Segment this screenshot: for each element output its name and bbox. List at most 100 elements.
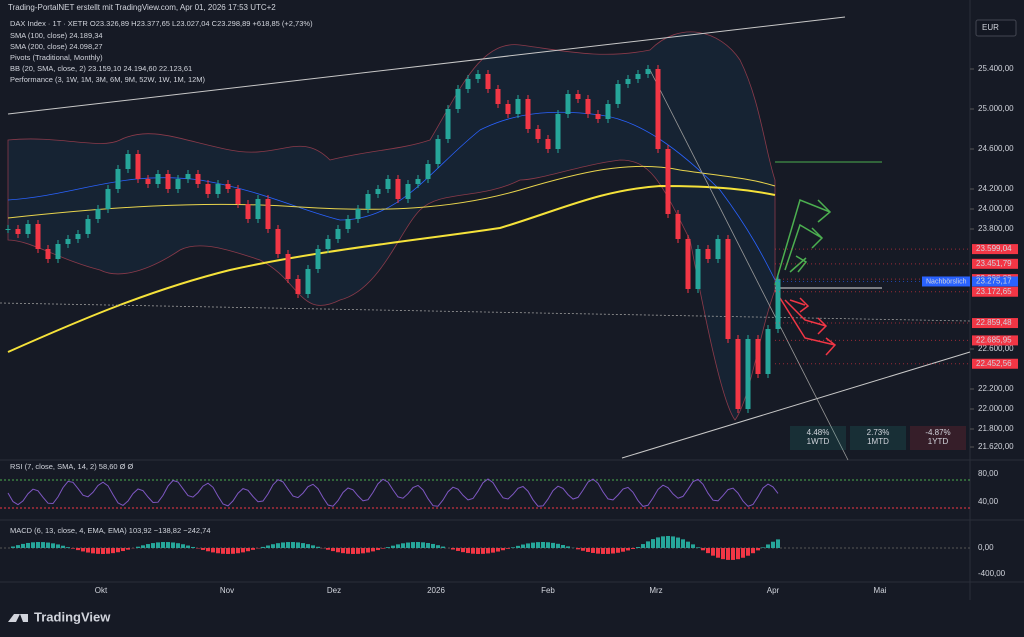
macd-bar xyxy=(176,543,180,548)
level-line xyxy=(0,302,971,322)
candle xyxy=(565,94,571,114)
macd-bar xyxy=(266,545,270,548)
candle xyxy=(665,149,671,214)
macd-bar xyxy=(351,548,355,554)
x-tick-label: Apr xyxy=(767,586,780,595)
legend-line: BB (20, SMA, close, 2) 23.159,10 24.194,… xyxy=(10,64,192,73)
y-tick-label: 22.000,00 xyxy=(978,404,1014,413)
price-tag xyxy=(972,244,1018,255)
candle xyxy=(215,184,221,194)
macd-bar xyxy=(221,548,225,554)
trend-line xyxy=(621,351,971,459)
candle xyxy=(375,189,381,194)
price-tag xyxy=(972,276,1018,287)
candle xyxy=(465,79,471,89)
y-tick-label: 25.000,00 xyxy=(978,104,1014,113)
macd-bar xyxy=(556,543,560,548)
logo-icon xyxy=(8,614,28,622)
candle xyxy=(515,99,521,114)
macd-bar xyxy=(81,548,85,552)
macd-bar xyxy=(406,542,410,548)
macd-bar xyxy=(686,541,690,548)
candle xyxy=(615,84,621,104)
macd-bar xyxy=(21,543,25,548)
macd-bar xyxy=(566,546,570,548)
macd-bar xyxy=(356,548,360,554)
candle xyxy=(85,219,91,234)
candle xyxy=(235,189,241,204)
candle xyxy=(115,169,121,189)
macd-bar xyxy=(716,548,720,558)
currency-box[interactable] xyxy=(975,19,1017,37)
candle xyxy=(735,339,741,409)
macd-bar xyxy=(201,548,205,550)
macd-bar xyxy=(531,542,535,548)
brand: TradingView xyxy=(34,609,111,624)
x-tick-label: Mrz xyxy=(649,586,662,595)
candle xyxy=(545,139,551,149)
macd-bar xyxy=(16,545,20,548)
macd-bar xyxy=(621,548,625,552)
candle xyxy=(145,179,151,184)
macd-bar xyxy=(246,548,250,552)
macd-bar xyxy=(71,548,75,549)
price-tag-label: 22.685,95 xyxy=(976,336,1012,345)
macd-bar xyxy=(226,548,230,554)
performance-box xyxy=(850,426,906,450)
macd-bar xyxy=(271,544,275,548)
candle xyxy=(275,229,281,254)
macd-bar xyxy=(481,548,485,554)
macd-bar xyxy=(661,536,665,548)
candle xyxy=(395,179,401,199)
macd-bar xyxy=(276,543,280,548)
bb-basis xyxy=(7,111,776,281)
macd-bar xyxy=(496,548,500,552)
macd-bar xyxy=(241,548,245,553)
macd-tick: 0,00 xyxy=(978,543,994,552)
macd-bar xyxy=(141,545,145,548)
macd-bar xyxy=(751,548,755,554)
macd-bar xyxy=(506,548,510,549)
macd-bar xyxy=(586,548,590,552)
macd-bar xyxy=(636,546,640,548)
candle xyxy=(315,249,321,269)
legend-line: Pivots (Traditional, Monthly) xyxy=(10,53,103,62)
price-tag xyxy=(972,258,1018,269)
macd-bar xyxy=(216,548,220,554)
rsi-tick: 80,00 xyxy=(978,469,999,478)
macd-bar xyxy=(41,542,45,548)
macd-bar xyxy=(766,544,770,548)
performance-value: -4.87% xyxy=(925,428,950,437)
macd-bar xyxy=(366,548,370,553)
performance-name: 1YTD xyxy=(928,437,949,446)
macd-bar xyxy=(261,546,265,548)
y-tick-label: 24.200,00 xyxy=(978,184,1014,193)
macd-bar xyxy=(26,542,30,548)
macd-bar xyxy=(331,548,335,552)
macd-bar xyxy=(396,544,400,548)
price-tag xyxy=(972,358,1018,369)
currency: EUR xyxy=(982,23,999,32)
candle xyxy=(295,279,301,294)
candle xyxy=(775,279,781,329)
macd-bar xyxy=(421,542,425,548)
candle xyxy=(685,239,691,289)
macd-bar xyxy=(416,542,420,548)
macd-bar xyxy=(171,542,175,548)
macd-bar xyxy=(631,548,635,549)
x-tick-label: Dez xyxy=(327,586,341,595)
macd-bar xyxy=(651,539,655,548)
macd-bar xyxy=(166,542,170,548)
macd-bar xyxy=(86,548,90,553)
macd-bar xyxy=(66,547,70,548)
header: Trading-PortalNET erstellt mit TradingVi… xyxy=(8,3,276,12)
macd-bar xyxy=(11,546,15,548)
macd-bar xyxy=(641,544,645,548)
price-tag xyxy=(972,286,1018,297)
macd-bar xyxy=(116,548,120,553)
projection-arrows xyxy=(774,289,837,356)
y-tick-label: 25.400,00 xyxy=(978,64,1014,73)
macd-bar xyxy=(741,548,745,558)
macd-bar xyxy=(551,542,555,548)
projection-arrows xyxy=(774,198,832,286)
